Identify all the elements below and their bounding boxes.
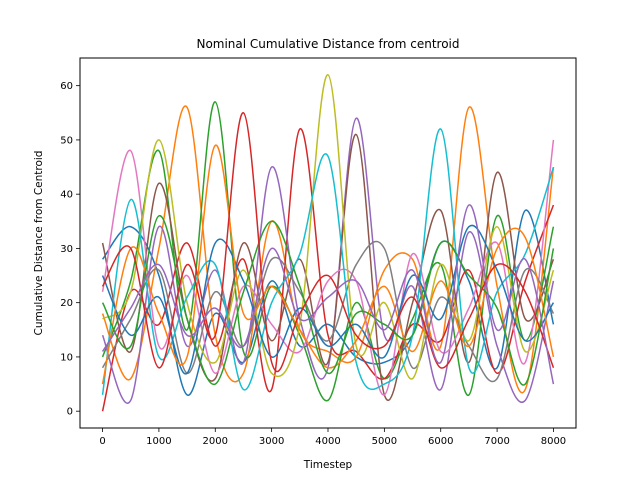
x-tick-label: 2000 (203, 436, 228, 447)
series-line-13 (101, 215, 555, 386)
x-tick-label: 6000 (428, 436, 453, 447)
series-line-12 (101, 144, 555, 385)
y-tick-label: 30 (60, 244, 73, 255)
x-tick-label: 1000 (146, 436, 171, 447)
series-line-4 (101, 128, 555, 412)
x-tick-label: 7000 (484, 436, 509, 447)
y-tick-label: 50 (60, 135, 73, 146)
x-tick-label: 8000 (541, 436, 566, 447)
y-tick-label: 60 (60, 81, 73, 92)
series-line-15 (101, 204, 555, 385)
y-tick-label: 20 (60, 298, 73, 309)
series-line-7 (101, 139, 555, 396)
y-axis: 0 10 20 30 40 50 60 (60, 81, 80, 418)
y-axis-label: Cumulative Distance from Centroid (33, 151, 45, 336)
y-tick-label: 10 (60, 352, 73, 363)
x-axis-label: Timestep (303, 459, 353, 471)
x-tick-label: 0 (99, 436, 105, 447)
y-tick-label: 40 (60, 190, 73, 201)
series-line-6 (101, 133, 555, 401)
x-axis: 0 1000 2000 3000 4000 5000 6000 7000 8000 (99, 428, 566, 447)
x-tick-label: 4000 (315, 436, 340, 447)
x-tick-label: 3000 (259, 436, 284, 447)
x-tick-label: 5000 (372, 436, 397, 447)
plot-lines (101, 74, 555, 412)
y-tick-label: 0 (67, 407, 73, 418)
series-line-11 (101, 224, 555, 375)
series-line-9 (102, 74, 555, 380)
series-line-14 (101, 112, 555, 373)
chart-title: Nominal Cumulative Distance from centroi… (196, 37, 459, 51)
